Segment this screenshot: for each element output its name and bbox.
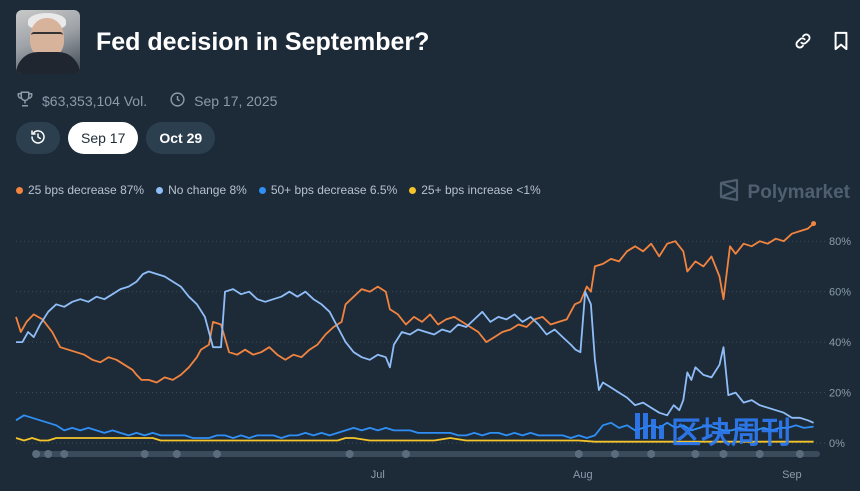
polymarket-logo: Polymarket bbox=[718, 178, 850, 208]
range-slider-marker[interactable] bbox=[795, 450, 804, 458]
page-title: Fed decision in September? bbox=[96, 28, 430, 56]
y-tick-label: 40% bbox=[829, 337, 851, 349]
clock-icon bbox=[169, 91, 186, 111]
y-tick-label: 0% bbox=[829, 438, 845, 450]
legend-label: 25 bps decrease 87% bbox=[28, 183, 145, 197]
legend-item: 25+ bps increase <1% bbox=[409, 183, 541, 197]
y-tick-label: 80% bbox=[829, 236, 851, 248]
x-tick-label: Sep bbox=[782, 469, 802, 481]
range-slider-marker[interactable] bbox=[755, 450, 764, 458]
range-slider-marker[interactable] bbox=[60, 450, 69, 458]
history-icon bbox=[29, 128, 47, 149]
series-end-point bbox=[811, 221, 817, 227]
range-slider-marker[interactable] bbox=[401, 450, 410, 458]
series-line bbox=[15, 414, 814, 439]
legend-label: No change 8% bbox=[168, 183, 247, 197]
tab-oct-29[interactable]: Oct 29 bbox=[146, 122, 216, 154]
series-line bbox=[15, 437, 814, 443]
range-slider-marker[interactable] bbox=[647, 450, 656, 458]
legend-item: No change 8% bbox=[156, 183, 247, 197]
watermark-text: 区块周刊 bbox=[671, 417, 791, 450]
legend-dot bbox=[156, 186, 164, 194]
link-icon[interactable] bbox=[792, 30, 814, 52]
volume-text: $63,353,104 Vol. bbox=[42, 92, 148, 109]
series-line bbox=[16, 270, 814, 424]
legend-item: 25 bps decrease 87% bbox=[16, 183, 144, 197]
legend-dot bbox=[409, 186, 417, 194]
range-slider-marker[interactable] bbox=[140, 450, 149, 458]
y-tick-label: 20% bbox=[829, 388, 851, 400]
range-slider-marker[interactable] bbox=[345, 450, 354, 458]
y-tick-label: 60% bbox=[829, 287, 851, 299]
legend-label: 50+ bps decrease 6.5% bbox=[270, 183, 398, 197]
range-slider-marker[interactable] bbox=[172, 450, 181, 458]
trophy-icon bbox=[16, 90, 34, 111]
avatar bbox=[16, 10, 80, 74]
range-slider-marker[interactable] bbox=[44, 450, 53, 458]
legend-dot bbox=[16, 186, 23, 194]
range-slider-marker[interactable] bbox=[32, 450, 41, 458]
market-meta: $63,353,104 Vol. Sep 17, 2025 bbox=[16, 90, 277, 111]
chart-legend: 25 bps decrease 87% No change 8% 50+ bps… bbox=[16, 183, 541, 197]
history-button[interactable] bbox=[16, 122, 60, 154]
series-line bbox=[15, 222, 815, 384]
range-slider-track[interactable] bbox=[34, 451, 820, 457]
legend-label: 25+ bps increase <1% bbox=[421, 183, 541, 197]
range-slider-marker[interactable] bbox=[574, 450, 583, 458]
range-slider-marker[interactable] bbox=[610, 450, 619, 458]
legend-dot bbox=[258, 186, 266, 194]
polymarket-icon bbox=[718, 178, 740, 208]
tab-sep-17[interactable]: Sep 17 bbox=[68, 122, 139, 154]
x-tick-label: Aug bbox=[573, 469, 593, 481]
watermark-logo-icon bbox=[633, 409, 667, 451]
range-slider-marker[interactable] bbox=[691, 450, 700, 458]
end-date-text: Sep 17, 2025 bbox=[194, 92, 278, 109]
bookmark-icon[interactable] bbox=[830, 30, 852, 52]
range-slider-marker[interactable] bbox=[719, 450, 728, 458]
range-slider-marker[interactable] bbox=[213, 450, 221, 458]
x-tick-label: Jul bbox=[371, 469, 385, 481]
legend-item: 50+ bps decrease 6.5% bbox=[258, 183, 398, 197]
watermark: 区块周刊 bbox=[633, 408, 791, 452]
brand-name: Polymarket bbox=[747, 182, 850, 203]
